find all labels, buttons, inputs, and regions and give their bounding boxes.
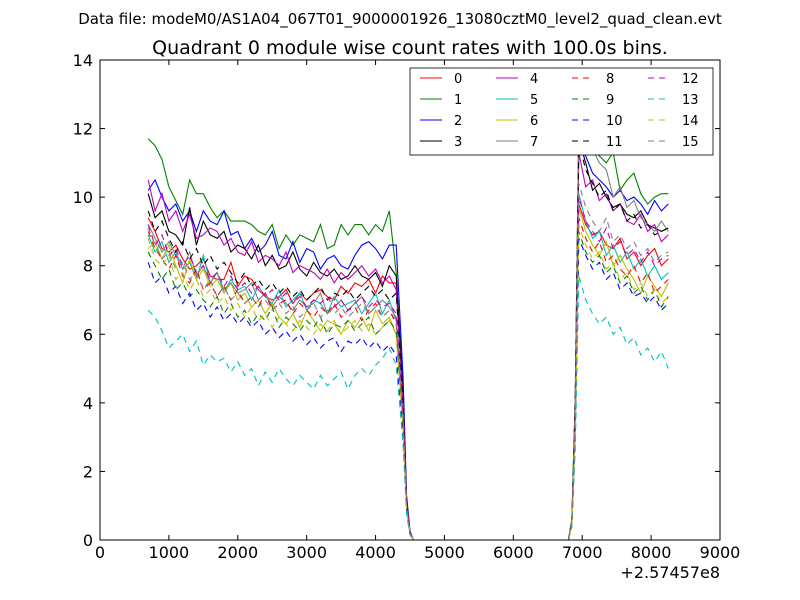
legend-label-6: 6 <box>530 114 538 129</box>
x-ticks: 0 1000 2000 3000 4000 5000 6000 7000 8000 9000 <box>95 60 740 562</box>
series-line-3 <box>147 138 669 541</box>
x-tick-label: 0 <box>95 543 105 562</box>
series-line-1 <box>147 123 669 541</box>
legend-label-11: 11 <box>606 135 623 150</box>
legend-label-8: 8 <box>606 72 614 87</box>
series-line-2 <box>147 143 669 541</box>
legend-label-15: 15 <box>682 135 699 150</box>
legend-label-10: 10 <box>606 114 623 129</box>
y-tick-label: 12 <box>73 120 93 139</box>
chart-title: Quadrant 0 module wise count rates with … <box>152 37 668 59</box>
x-tick-label: 1000 <box>149 543 190 562</box>
legend-label-13: 13 <box>682 93 699 108</box>
x-tick-label: 9000 <box>700 543 741 562</box>
series-line-14 <box>147 224 669 541</box>
series-line-9 <box>147 231 669 541</box>
legend-label-1: 1 <box>454 93 462 108</box>
x-tick-label: 4000 <box>355 543 396 562</box>
series-line-7 <box>147 121 669 541</box>
axes-frame <box>99 59 721 541</box>
series-line-13 <box>147 275 669 541</box>
x-tick-label: 3000 <box>286 543 327 562</box>
series-line-6 <box>147 207 669 541</box>
y-tick-label: 2 <box>83 462 93 481</box>
y-tick-label: 6 <box>83 325 93 344</box>
legend-label-14: 14 <box>682 114 699 129</box>
y-tick-label: 14 <box>73 51 93 70</box>
series-line-4 <box>147 152 669 541</box>
x-offset-label: +2.57457e8 <box>620 563 720 582</box>
legend-label-5: 5 <box>530 93 538 108</box>
x-tick-label: 2000 <box>217 543 258 562</box>
series-line-5 <box>147 193 669 541</box>
series-line-11 <box>147 142 669 541</box>
y-tick-label: 4 <box>83 394 93 413</box>
series-line-8 <box>147 217 669 541</box>
legend-label-7: 7 <box>530 135 538 150</box>
series-line-15 <box>147 183 669 541</box>
legend-label-2: 2 <box>454 114 462 129</box>
legend-label-3: 3 <box>454 135 462 150</box>
series-line-10 <box>147 238 669 541</box>
x-tick-label: 5000 <box>424 543 465 562</box>
y-tick-label: 0 <box>83 531 93 550</box>
legend-label-9: 9 <box>606 93 614 108</box>
x-tick-label: 6000 <box>493 543 534 562</box>
series-line-12 <box>147 196 669 541</box>
legend-label-0: 0 <box>454 72 462 87</box>
x-tick-label: 8000 <box>631 543 672 562</box>
legend-label-12: 12 <box>682 72 699 87</box>
chart-suptitle: Data file: modeM0/AS1A04_067T01_90000019… <box>78 10 722 29</box>
plot-lines <box>147 121 669 541</box>
y-tick-label: 10 <box>73 188 93 207</box>
y-tick-label: 8 <box>83 257 93 276</box>
legend-label-4: 4 <box>530 72 538 87</box>
x-tick-label: 7000 <box>562 543 603 562</box>
